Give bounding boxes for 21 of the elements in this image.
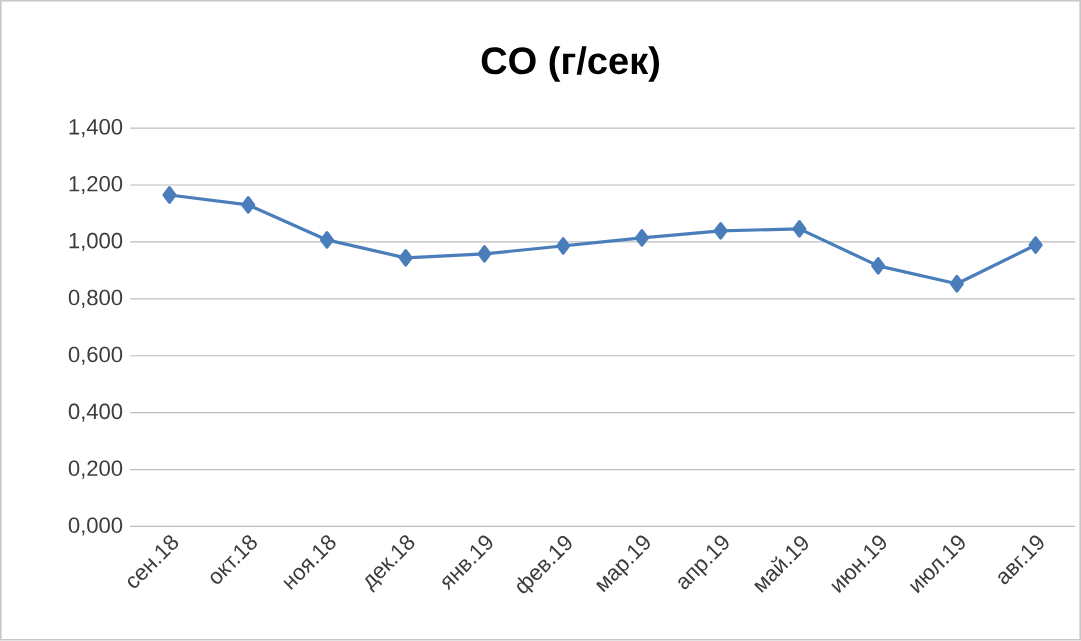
point — [1028, 236, 1043, 255]
chart-title: CO (г/сек) — [481, 46, 659, 82]
point — [241, 196, 256, 214]
y-tick-label: 0,200 — [68, 460, 123, 479]
point — [477, 245, 492, 263]
point — [556, 237, 571, 255]
point — [871, 257, 886, 275]
point — [792, 220, 807, 238]
point — [949, 275, 964, 293]
point — [713, 222, 728, 240]
y-tick-label: 0,000 — [68, 517, 123, 536]
point — [162, 186, 177, 204]
y-tick-label: 1,000 — [69, 233, 123, 252]
point — [398, 249, 413, 267]
y-tick-label: 0,600 — [68, 346, 123, 366]
point — [634, 229, 649, 247]
point — [319, 231, 334, 249]
y-tick-label: 0,800 — [68, 289, 123, 309]
y-tick-label: 1,400 — [69, 119, 123, 138]
y-tick-label: 0,400 — [68, 403, 123, 422]
y-tick-label: 1,200 — [69, 176, 123, 195]
